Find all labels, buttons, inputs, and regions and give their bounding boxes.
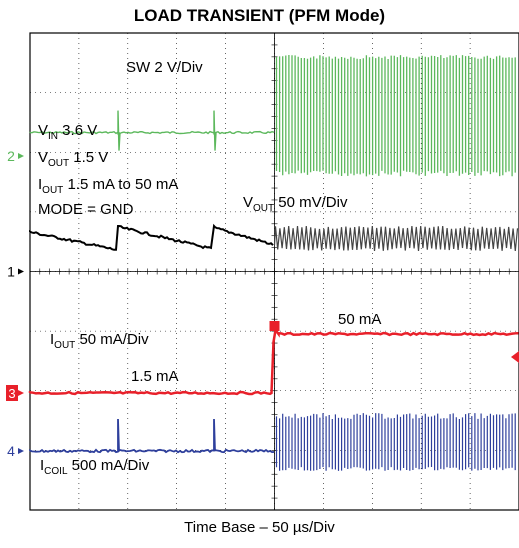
channel-arrow	[18, 268, 24, 275]
plot-grid	[29, 32, 519, 511]
annotation-50ma: 50 mA	[338, 311, 381, 328]
annotation-1-5ma: 1.5 mA	[131, 368, 179, 385]
sw-trace	[29, 110, 275, 151]
x-axis-label: Time Base – 50 µs/Div	[184, 519, 335, 536]
channel-arrow	[18, 153, 24, 159]
icoil-trace-switching	[275, 413, 516, 471]
vout-trace	[29, 223, 274, 251]
channel-number: 3	[8, 386, 15, 401]
trigger-level-marker	[511, 351, 519, 363]
channel-number: 2	[7, 148, 15, 164]
channel-marker-4: 4	[7, 443, 24, 459]
plot-labels: SW 2 V/Div VOUT 50 mV/Div IOUT 50 mA/Div IC…	[38, 59, 381, 477]
channel-marker-2: 2	[7, 148, 24, 164]
channel-arrow	[18, 390, 24, 396]
icoil-label: ICOIL 500 mA/Div	[40, 457, 150, 477]
channel-number: 4	[7, 443, 15, 459]
channel-badge	[6, 385, 18, 401]
sw-trace-switching	[275, 55, 516, 177]
channel-number: 1	[7, 264, 15, 280]
vout-trace-ripple	[273, 225, 519, 252]
condition-label: VIN 3.6 V	[38, 122, 97, 142]
channel-marker-1: 1	[7, 264, 24, 280]
waveform-traces	[28, 55, 519, 471]
channel-marker-3: 3	[6, 385, 24, 401]
iout-trace	[28, 326, 519, 396]
channel-markers: 2 1 3 4	[6, 148, 519, 459]
channel-arrow	[18, 448, 24, 454]
sw-label: SW 2 V/Div	[126, 59, 203, 76]
iout-label: IOUT 50 mA/Div	[50, 331, 149, 351]
trigger-marker	[269, 321, 280, 331]
vout-label: VOUT 50 mV/Div	[243, 194, 348, 214]
condition-label: MODE = GND	[38, 201, 134, 218]
chart-title: LOAD TRANSIENT (PFM Mode)	[133, 6, 386, 25]
condition-label: IOUT 1.5 mA to 50 mA	[38, 176, 178, 196]
condition-label: VOUT 1.5 V	[38, 149, 108, 169]
icoil-trace	[29, 418, 275, 454]
